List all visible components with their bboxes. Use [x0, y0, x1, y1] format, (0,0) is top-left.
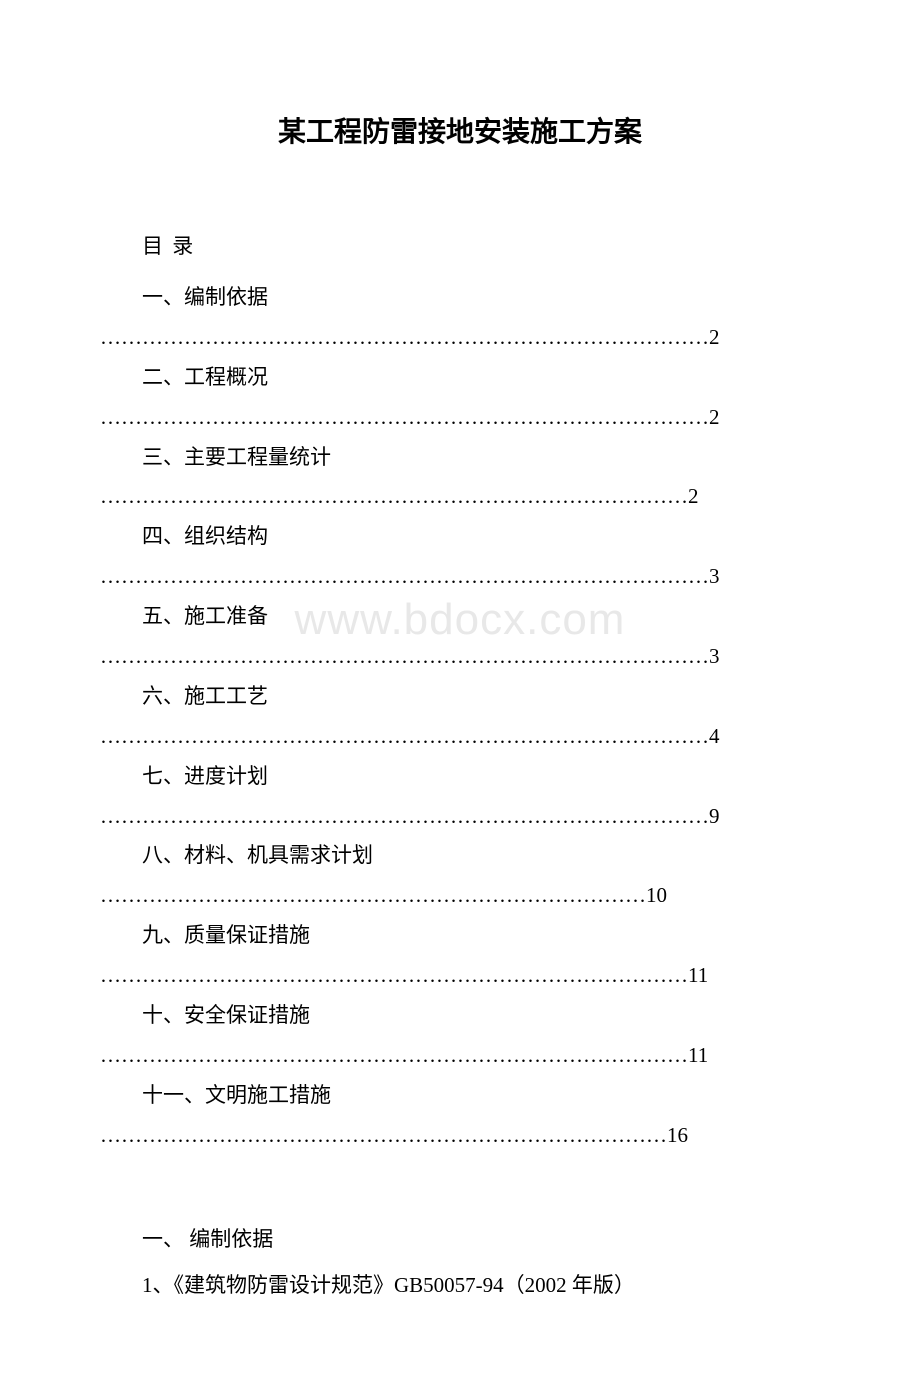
toc-item-dots: ………………………………………………………………………16: [100, 1116, 820, 1156]
toc-item: 六、施工工艺 ……………………………………………………………………………4: [100, 677, 820, 757]
toc-item-dots: ……………………………………………………………………………4: [100, 717, 820, 757]
toc-item-label: 二、工程概况: [142, 358, 820, 398]
toc-item: 三、主要工程量统计 …………………………………………………………………………2: [100, 438, 820, 518]
toc-header: 目 录: [142, 230, 820, 260]
toc-item: 七、进度计划 ……………………………………………………………………………9: [100, 757, 820, 837]
toc-item: 一、编制依据 ……………………………………………………………………………2: [100, 278, 820, 358]
toc-item-label: 十一、文明施工措施: [142, 1076, 820, 1116]
toc-item-dots: ……………………………………………………………………………3: [100, 637, 820, 677]
toc-item: 二、工程概况 ……………………………………………………………………………2: [100, 358, 820, 438]
section-heading: 一、 编制依据: [142, 1216, 820, 1262]
toc-item: 九、质量保证措施 …………………………………………………………………………11: [100, 916, 820, 996]
toc-item-dots: …………………………………………………………………………11: [100, 956, 820, 996]
document-page: 某工程防雷接地安装施工方案 目 录 一、编制依据 …………………………………………: [0, 0, 920, 1388]
toc-item-label: 一、编制依据: [142, 278, 820, 318]
toc-item-label: 八、材料、机具需求计划: [142, 836, 820, 876]
toc-item-label: 三、主要工程量统计: [142, 438, 820, 478]
toc-item-label: 六、施工工艺: [142, 677, 820, 717]
toc-item-dots: …………………………………………………………………………11: [100, 1036, 820, 1076]
document-title: 某工程防雷接地安装施工方案: [100, 110, 820, 150]
toc-item-label: 七、进度计划: [142, 757, 820, 797]
toc-item: 十一、文明施工措施 ………………………………………………………………………16: [100, 1076, 820, 1156]
toc-item-dots: ……………………………………………………………………10: [100, 876, 820, 916]
toc-item-label: 十、安全保证措施: [142, 996, 820, 1036]
toc-item-dots: ……………………………………………………………………………2: [100, 398, 820, 438]
toc-item-label: 五、施工准备: [142, 597, 820, 637]
toc-item: 十、安全保证措施 …………………………………………………………………………11: [100, 996, 820, 1076]
body-paragraph: 1、《建筑物防雷设计规范》GB50057-94（2002 年版）: [142, 1262, 820, 1308]
toc-item-dots: ……………………………………………………………………………3: [100, 557, 820, 597]
toc-item: 五、施工准备 ……………………………………………………………………………3: [100, 597, 820, 677]
toc-item-dots: ……………………………………………………………………………2: [100, 318, 820, 358]
toc-item-label: 九、质量保证措施: [142, 916, 820, 956]
toc-item: 四、组织结构 ……………………………………………………………………………3: [100, 517, 820, 597]
toc-item-label: 四、组织结构: [142, 517, 820, 557]
toc-item: 八、材料、机具需求计划 ……………………………………………………………………10: [100, 836, 820, 916]
toc-item-dots: ……………………………………………………………………………9: [100, 797, 820, 837]
toc-item-dots: …………………………………………………………………………2: [100, 477, 820, 517]
